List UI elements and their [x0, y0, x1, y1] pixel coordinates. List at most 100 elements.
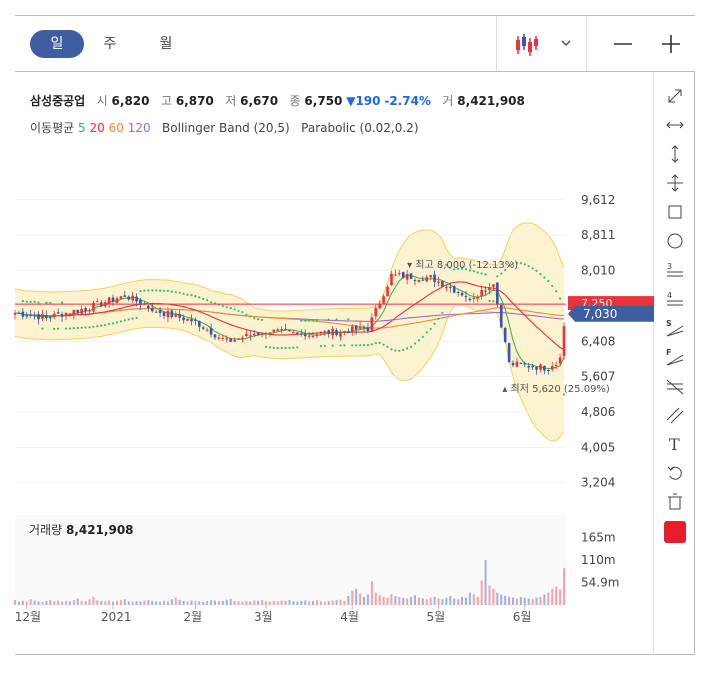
candle-body [260, 333, 264, 335]
chevron-down-icon[interactable] [552, 28, 580, 60]
gann-icon[interactable] [662, 375, 688, 397]
candlestick-icon[interactable] [512, 28, 544, 60]
fibonacci-fan-icon[interactable]: 4 [662, 288, 688, 310]
x-tick-label: 12월 [15, 610, 41, 624]
candle-body [56, 312, 60, 314]
y-tick-label: 9,612 [581, 193, 615, 207]
color-swatch[interactable] [664, 521, 686, 543]
vertical-resize-icon[interactable] [662, 143, 688, 165]
volume-bar [327, 600, 330, 605]
candle-body [80, 308, 83, 314]
candle-body [343, 331, 346, 333]
current-price-label: 7,030 [583, 307, 617, 321]
psar-dot [515, 261, 519, 264]
candle-body [398, 273, 401, 275]
candle-body [25, 315, 29, 317]
candle-body [229, 338, 232, 342]
candle-body [527, 365, 531, 368]
psar-dot [315, 319, 318, 322]
candle-body [178, 313, 181, 318]
volume-bar [496, 592, 499, 605]
toolbar-divider [496, 16, 497, 71]
volume-bar [76, 598, 79, 605]
volume-bar [80, 600, 83, 605]
psar-dot [449, 266, 452, 269]
volume-bar [61, 601, 64, 605]
candle-body [437, 281, 440, 283]
fibonacci-retracement-icon[interactable]: 3 [662, 259, 688, 281]
candle-body [562, 326, 566, 357]
period-tab-day[interactable]: 일 [30, 30, 84, 58]
volume-bar [433, 596, 436, 605]
undo-icon[interactable] [662, 462, 688, 484]
parallel-lines-icon[interactable] [662, 404, 688, 426]
psar-dot [190, 294, 193, 297]
candle-body [394, 274, 397, 276]
candle-body [190, 319, 193, 322]
volume-bar [84, 601, 87, 605]
rectangle-icon[interactable] [662, 201, 688, 223]
volume-bar [170, 599, 173, 605]
close-value: 6,750 [304, 94, 343, 108]
trash-icon[interactable] [662, 491, 688, 513]
psar-dot [551, 284, 554, 287]
psar-dot [96, 325, 99, 328]
plus-icon[interactable] [655, 28, 687, 60]
volume-bar [472, 594, 475, 605]
psar-dot [425, 331, 428, 334]
svg-text:3: 3 [667, 262, 672, 271]
volume-bar [284, 600, 287, 605]
move-icon[interactable] [662, 172, 688, 194]
candle-body [354, 325, 358, 330]
text-icon[interactable]: T [662, 433, 688, 455]
volume-bar [88, 599, 91, 605]
psar-dot [406, 347, 409, 350]
volume-bar [308, 601, 311, 605]
volume-bar [29, 599, 32, 605]
x-tick-label: 6월 [513, 610, 532, 624]
volume-bar [190, 600, 193, 605]
volume-bar [280, 600, 283, 605]
period-tab-week[interactable]: 주 [103, 36, 117, 52]
volume-bar [233, 600, 236, 605]
fan-icon[interactable]: F [662, 346, 688, 368]
circle-icon[interactable] [662, 230, 688, 252]
candle-body [499, 304, 503, 328]
volume-bar [539, 596, 542, 605]
candle-body [523, 363, 527, 365]
psar-dot [331, 344, 334, 347]
volume-bar [488, 585, 491, 605]
volume-bar [300, 600, 303, 605]
x-axis: 12월 2021 2월 3월 4월 5월 6월 [15, 605, 532, 624]
candle-body [296, 332, 299, 334]
y-tick-label: 8,811 [581, 228, 615, 242]
psar-dot [417, 339, 420, 342]
psar-dot [386, 345, 389, 348]
volume-bar [174, 597, 177, 605]
period-tab-month[interactable]: 월 [159, 36, 173, 52]
candle-body [535, 366, 538, 370]
expand-icon[interactable] [662, 85, 688, 107]
horizontal-resize-icon[interactable] [662, 114, 688, 136]
volume-bar [237, 601, 240, 605]
volume-bar [64, 600, 67, 605]
volume-bar [531, 599, 534, 605]
volume-bar [449, 596, 452, 605]
minus-icon[interactable] [607, 28, 639, 60]
candle-body [374, 307, 378, 317]
price-legend: 삼성중공업 시 6,820 고 6,870 저 6,670 종 6,750 ▼1… [30, 92, 525, 109]
candle-body [221, 337, 225, 339]
psar-dot [260, 318, 264, 321]
psar-dot [57, 327, 60, 330]
psar-dot [496, 275, 499, 278]
psar-dot [429, 327, 432, 330]
psar-dot [280, 346, 283, 350]
candle-body [111, 297, 115, 302]
psar-dot [370, 343, 373, 346]
candle-body [131, 295, 134, 301]
psar-dot [378, 341, 381, 344]
candle-body [252, 334, 256, 336]
y-axis: 9,6128,8118,0107,2096,4085,6074,8064,005… [568, 193, 654, 490]
speed-resistance-icon[interactable]: S [662, 317, 688, 339]
